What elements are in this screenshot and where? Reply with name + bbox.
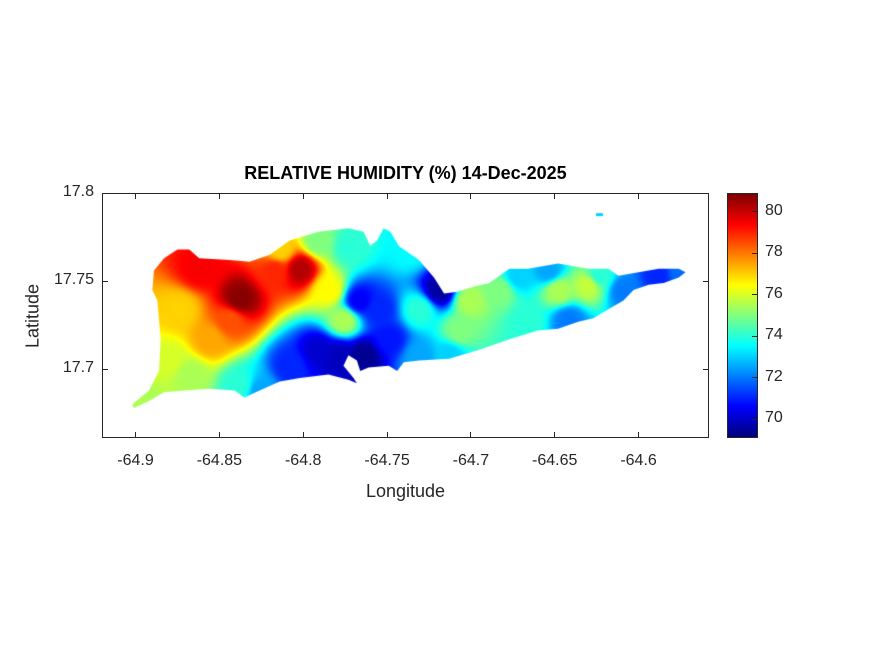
y-tick-mark bbox=[102, 368, 108, 370]
colorbar-tick-mark bbox=[752, 377, 757, 379]
colorbar-tick-mark bbox=[752, 252, 757, 254]
x-tick-mark bbox=[470, 193, 472, 199]
y-tick-label: 17.75 bbox=[53, 271, 94, 289]
y-tick-mark bbox=[102, 280, 108, 282]
colorbar-tick-mark bbox=[752, 418, 757, 420]
x-tick-mark bbox=[638, 193, 640, 199]
colorbar-tick-label: 80 bbox=[765, 201, 783, 219]
colorbar-tick-mark bbox=[752, 335, 757, 337]
x-tick-mark bbox=[135, 432, 137, 438]
x-tick-mark bbox=[386, 432, 388, 438]
colorbar-tick-mark bbox=[752, 294, 757, 296]
colorbar bbox=[727, 193, 758, 438]
x-tick-mark bbox=[470, 432, 472, 438]
x-tick-label: -64.6 bbox=[620, 452, 657, 469]
x-tick-mark bbox=[386, 193, 388, 199]
x-tick-mark bbox=[554, 193, 556, 199]
y-tick-mark bbox=[703, 192, 709, 194]
x-tick-label: -64.75 bbox=[364, 452, 410, 469]
colorbar-tick-label: 72 bbox=[765, 367, 783, 385]
x-tick-mark bbox=[218, 193, 220, 199]
colorbar-tick-label: 74 bbox=[765, 326, 783, 344]
y-tick-mark bbox=[102, 192, 108, 194]
x-tick-mark bbox=[302, 193, 304, 199]
x-tick-mark bbox=[302, 432, 304, 438]
colorbar-tick-label: 76 bbox=[765, 284, 783, 302]
x-tick-label: -64.8 bbox=[284, 452, 322, 469]
plot-axes bbox=[102, 193, 709, 438]
x-tick-label: -64.7 bbox=[452, 452, 490, 469]
x-tick-mark bbox=[218, 432, 220, 438]
x-tick-mark bbox=[638, 432, 640, 438]
colorbar-tick-label: 78 bbox=[765, 243, 783, 261]
x-tick-label: -64.65 bbox=[532, 452, 578, 469]
humidity-surface bbox=[103, 194, 708, 437]
y-axis-label: Latitude bbox=[22, 283, 43, 349]
x-tick-label: -64.9 bbox=[117, 452, 154, 469]
y-tick-mark bbox=[703, 280, 709, 282]
y-tick-label: 17.8 bbox=[62, 183, 94, 200]
y-tick-label: 17.7 bbox=[62, 359, 94, 377]
colorbar-tick-mark bbox=[752, 211, 757, 213]
colorbar-tick-label: 70 bbox=[765, 409, 783, 427]
x-tick-mark bbox=[135, 193, 137, 199]
x-tick-label: -64.85 bbox=[196, 452, 243, 469]
y-tick-mark bbox=[703, 368, 709, 370]
chart-title: RELATIVE HUMIDITY (%) 14-Dec-2025 bbox=[244, 163, 567, 183]
x-axis-label: Longitude bbox=[365, 481, 446, 501]
x-tick-mark bbox=[554, 432, 556, 438]
